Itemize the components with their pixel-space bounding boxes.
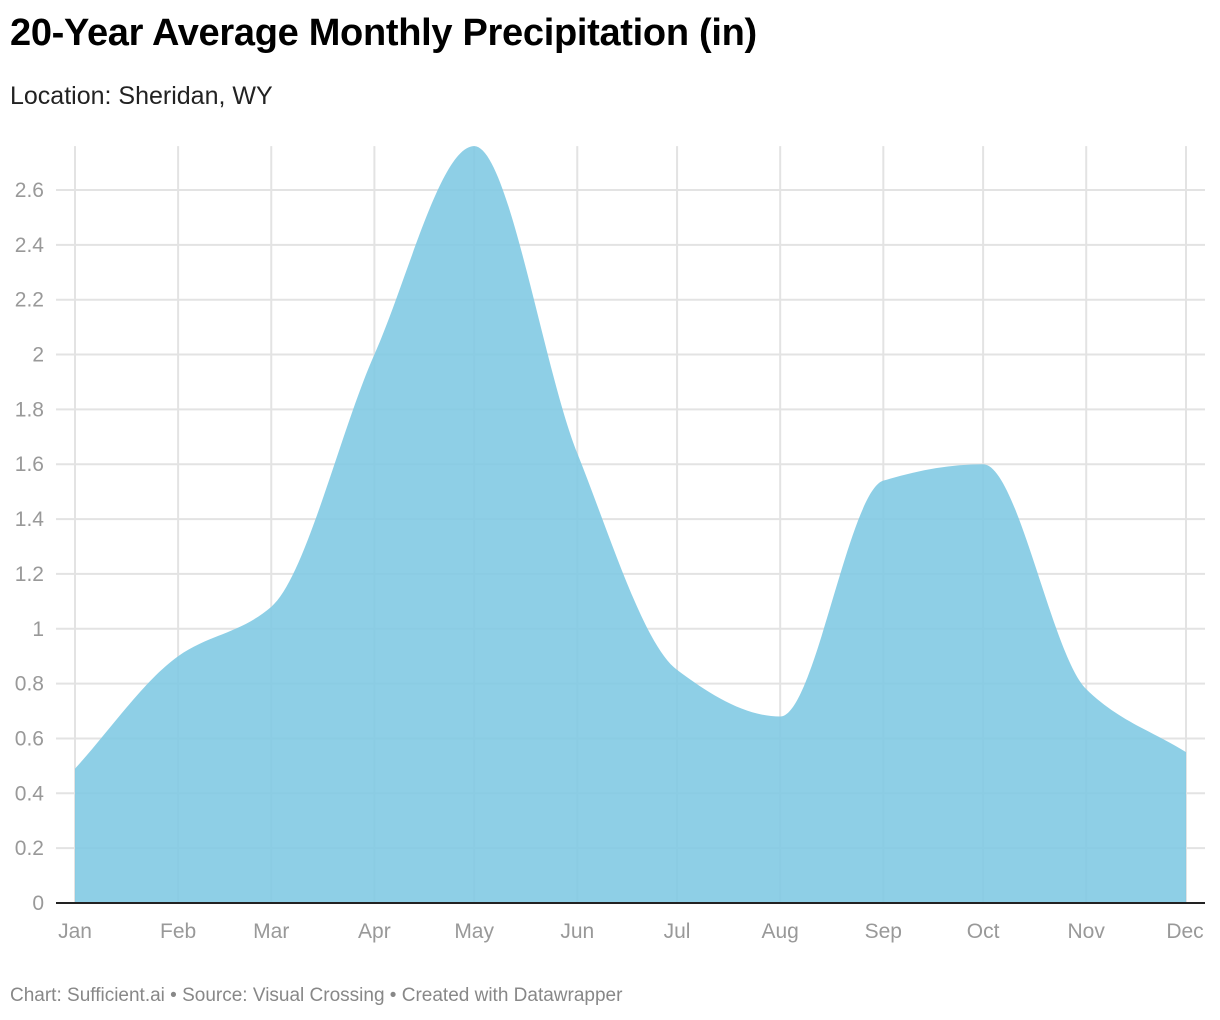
y-tick-label: 2.6 (15, 179, 44, 202)
x-tick-label: Sep (865, 920, 902, 943)
y-tick-label: 0.4 (15, 782, 45, 805)
x-tick-label: Oct (967, 920, 1000, 943)
y-tick-label: 1.2 (15, 563, 44, 586)
y-tick-label: 1 (32, 618, 44, 641)
x-tick-label: Jan (58, 920, 92, 943)
chart-footer: Chart: Sufficient.ai • Source: Visual Cr… (10, 985, 623, 1006)
y-tick-label: 0.6 (15, 727, 44, 750)
x-tick-label: Feb (160, 920, 196, 943)
y-tick-label: 0.2 (15, 837, 44, 860)
area-chart: 0 0.2 0.4 0.6 0.8 1 1.2 1.4 1.6 1.8 2 2.2 2.4 2.6 Jan F… (15, 146, 1205, 943)
x-tick-label: May (454, 920, 494, 943)
y-tick-label: 1.8 (15, 398, 44, 421)
x-tick-label: Dec (1166, 920, 1203, 943)
x-tick-label: Jun (560, 920, 594, 943)
y-tick-label: 1.4 (15, 508, 45, 531)
x-tick-label: Nov (1068, 920, 1106, 943)
y-tick-label: 0.8 (15, 673, 44, 696)
precipitation-area (75, 146, 1186, 904)
y-tick-label: 0 (32, 892, 44, 915)
x-tick-label: Mar (253, 920, 289, 943)
x-tick-label: Apr (358, 920, 391, 943)
y-tick-label: 2 (32, 344, 44, 367)
chart-title: 20-Year Average Monthly Precipitation (i… (10, 12, 757, 54)
y-tick-label: 2.4 (15, 234, 45, 257)
y-tick-label: 1.6 (15, 453, 44, 476)
y-tick-label: 2.2 (15, 289, 44, 312)
x-tick-label: Aug (761, 920, 798, 943)
x-tick-label: Jul (664, 920, 691, 943)
chart-subtitle: Location: Sheridan, WY (10, 82, 273, 110)
